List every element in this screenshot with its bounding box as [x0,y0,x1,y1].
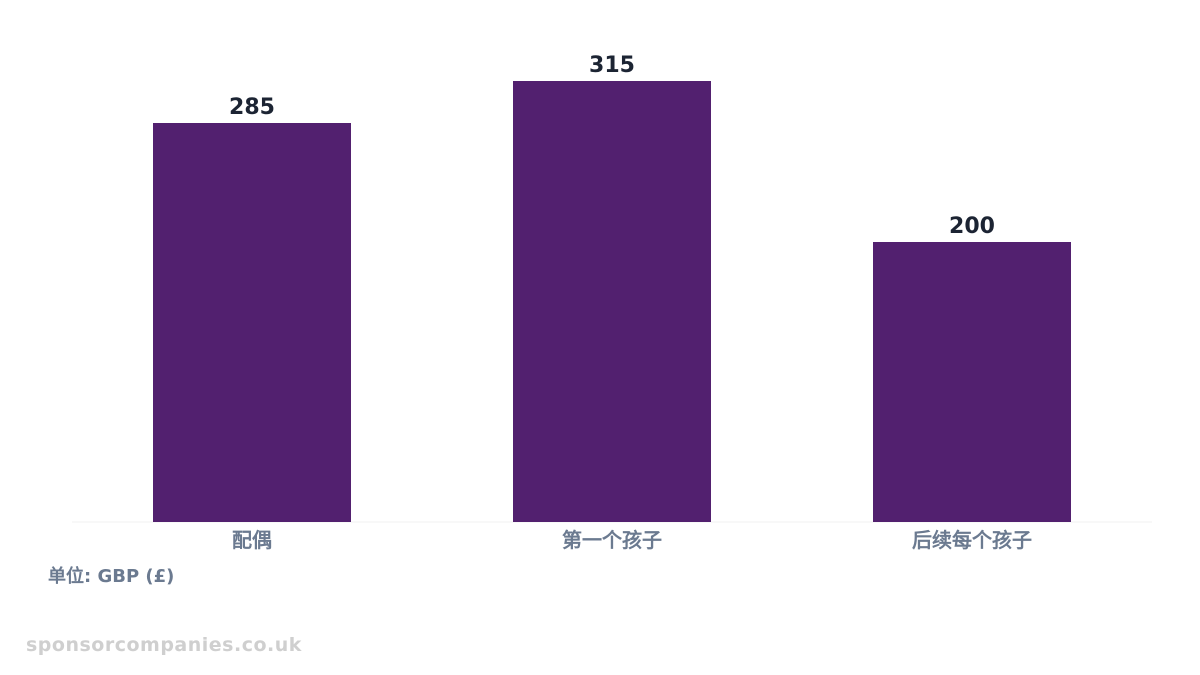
bar-2 [513,81,711,522]
unit-note: 单位: GBP (£) [48,566,175,587]
bar-3 [873,242,1071,522]
category-label-3: 后续每个孩子 [912,528,1032,552]
value-label-3: 200 [949,214,995,239]
category-label-2: 第一个孩子 [562,528,662,552]
value-label-1: 285 [229,95,275,120]
watermark: sponsorcompanies.co.uk [26,634,302,656]
value-label-2: 315 [589,53,635,78]
value-labels-layer: 285 315 200 [229,53,995,239]
bar-1 [153,123,351,522]
category-label-1: 配偶 [232,528,272,552]
bars-layer [153,81,1071,522]
category-labels-layer: 配偶 第一个孩子 后续每个孩子 [232,528,1032,552]
